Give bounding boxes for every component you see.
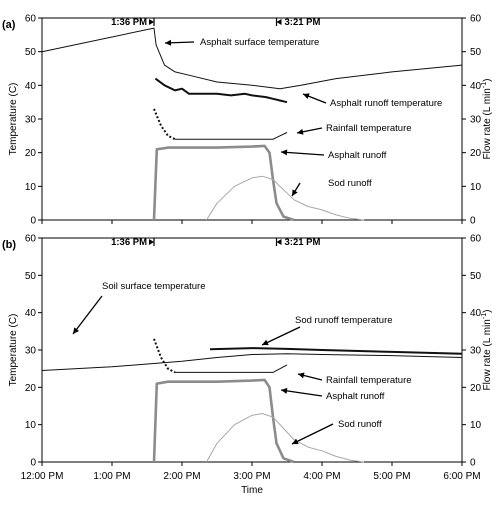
annotation-label: Rainfall temperature: [326, 375, 412, 386]
annotation-arrow-head: [281, 149, 288, 156]
series-line-rainfall-temperature-dotted: [153, 108, 176, 141]
marker-label: 1:36 PM: [111, 17, 147, 28]
annotation-arrow-head: [292, 438, 299, 445]
y-tick-label: 30: [25, 115, 37, 126]
y-tick-label: 10: [25, 420, 37, 431]
y-tick-label-right: 0: [470, 458, 476, 469]
y-tick-label: 50: [25, 47, 37, 58]
annotation-arrow-head: [303, 93, 310, 99]
series-line-soil-surface-temperature: [41, 353, 463, 371]
marker-arrow: [276, 239, 282, 245]
x-tick-label: 6:00 PM: [443, 471, 480, 482]
series-line-rainfall-temperature: [175, 132, 288, 140]
y-tick-label-right: 20: [470, 148, 482, 159]
series-line-asphalt-runoff: [152, 378, 295, 464]
y-tick-label-right: 50: [470, 47, 482, 58]
y-axis-label-right: Flow rate (L min-1): [481, 79, 493, 160]
y-tick-label-right: 20: [470, 383, 482, 394]
y-axis-label: Temperature (C): [8, 314, 19, 387]
panel-b: 0 0 10 10 20 20 30 30 40 40 50 50 60 60 12:00 PM 1:00 P…: [2, 234, 493, 497]
annotation-label: Sod runoff temperature: [295, 315, 393, 326]
series-line-asphalt-runoff-temperature: [154, 77, 288, 104]
annotation-arrow: [280, 389, 323, 397]
y-tick-label: 0: [30, 216, 36, 227]
y-tick-label: 60: [25, 234, 37, 245]
x-tick-label: 4:00 PM: [303, 471, 340, 482]
y-tick-label-right: 10: [470, 420, 482, 431]
x-tick-label: 1:00 PM: [93, 471, 130, 482]
annotation-label: Asphalt surface temperature: [200, 37, 319, 48]
y-tick-label: 40: [25, 81, 37, 92]
series-line-sod-runoff: [206, 413, 365, 463]
x-axis-label: Time: [241, 485, 263, 496]
annotation-label: Asphalt runoff: [326, 391, 385, 402]
x-tick-label: 5:00 PM: [373, 471, 410, 482]
y-tick-label-right: 60: [470, 14, 482, 25]
series-line-rainfall-temperature: [175, 364, 288, 373]
y-tick-label-right: 0: [470, 216, 476, 227]
series-line-rainfall-temperature-dotted: [153, 338, 176, 374]
series-line-asphalt-runoff: [152, 144, 295, 222]
annotation-arrow-head: [298, 372, 305, 379]
y-tick-label: 50: [25, 271, 37, 282]
y-axis-label: Temperature (C): [8, 83, 19, 156]
annotation-arrow: [72, 295, 103, 335]
annotation-arrow-head: [73, 327, 80, 334]
series-line-asphalt-surface-temperature: [41, 27, 463, 90]
panel-label: (b): [2, 239, 16, 251]
y-axis-label-right: Flow rate (L min-1): [481, 310, 493, 391]
annotation-label: Asphalt runoff: [328, 150, 387, 161]
x-tick-label: 2:00 PM: [163, 471, 200, 482]
annotation-arrow-head: [262, 339, 269, 346]
annotation-arrow: [291, 423, 334, 445]
annotation-label: Asphalt runoff temperature: [330, 98, 442, 109]
panel-label: (a): [2, 19, 16, 31]
annotation-arrow-head: [297, 128, 304, 135]
y-tick-label: 40: [25, 308, 37, 319]
y-tick-label-right: 10: [470, 182, 482, 193]
y-tick-label-right: 30: [470, 115, 482, 126]
panel-a: 0 0 10 10 20 20 30 30 40 40 50 50 60 60 Temperature (C…: [2, 14, 493, 227]
annotation-label: Soil surface temperature: [102, 281, 206, 292]
series-line-sod-runoff-temperature: [209, 347, 463, 355]
y-tick-label: 30: [25, 346, 37, 357]
y-tick-label-right: 30: [470, 346, 482, 357]
marker-arrow: [149, 239, 154, 245]
annotation-arrow-head: [292, 189, 298, 196]
annotation-label: Rainfall temperature: [326, 123, 412, 134]
marker-label: 3:21 PM: [285, 17, 321, 28]
marker-arrow: [149, 19, 154, 25]
plot-frame: [41, 17, 463, 221]
y-tick-label: 20: [25, 383, 37, 394]
plot-frame: [41, 237, 463, 463]
y-tick-label-right: 40: [470, 81, 482, 92]
marker-arrow: [276, 19, 282, 25]
annotation-arrow: [261, 326, 301, 346]
annotation-arrow-head: [165, 39, 172, 46]
marker-label: 3:21 PM: [285, 237, 321, 248]
annotation-arrow: [280, 151, 325, 156]
annotation-arrow-head: [281, 387, 288, 394]
annotation-label: Sod runoff: [328, 178, 372, 189]
x-tick-label: 12:00 PM: [21, 471, 64, 482]
y-tick-label: 60: [25, 14, 37, 25]
marker-label: 1:36 PM: [111, 237, 147, 248]
y-tick-label: 0: [30, 458, 36, 469]
y-tick-label: 20: [25, 148, 37, 159]
y-tick-label-right: 60: [470, 234, 482, 245]
x-tick-label: 3:00 PM: [233, 471, 270, 482]
y-tick-label: 10: [25, 182, 37, 193]
annotation-label: Sod runoff: [338, 419, 382, 430]
y-tick-label-right: 50: [470, 271, 482, 282]
y-tick-label-right: 40: [470, 308, 482, 319]
series-line-sod-runoff: [206, 175, 365, 221]
